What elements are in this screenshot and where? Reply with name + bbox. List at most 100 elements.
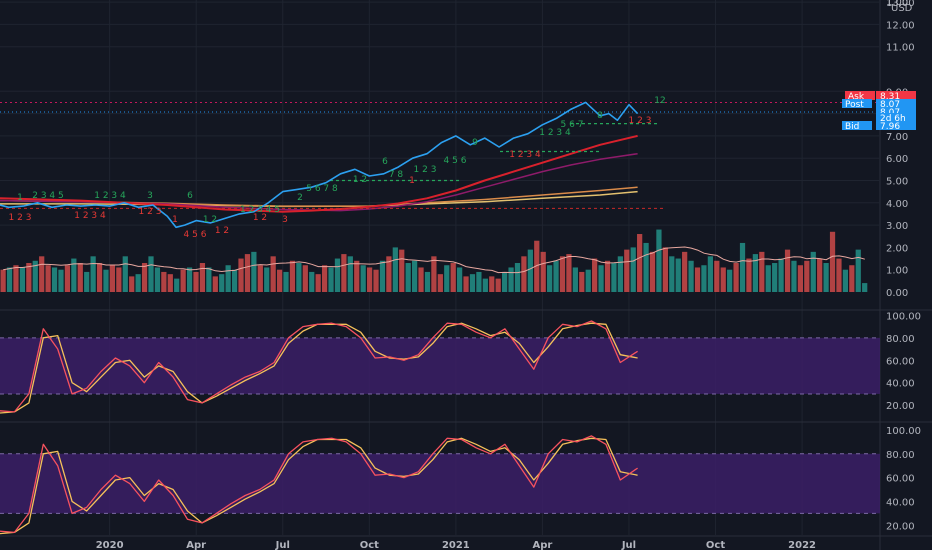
price-tick-label: 1.00 [886,0,908,8]
volume-bar [141,263,148,292]
volume-bar [354,260,360,292]
price-tag-value-bg [876,113,916,122]
volume-bar [534,240,540,292]
volume-bar [283,271,289,292]
volume-bar [411,260,418,292]
volume-bar [19,267,26,292]
volume-bar [784,249,791,292]
green-count-label: 6 [382,157,388,167]
time-tick-label: Apr [533,540,553,550]
volume-bar [186,267,193,292]
volume-bar [0,269,6,292]
volume-bar [688,260,694,292]
volume-bar [585,269,591,292]
volume-bar [302,265,308,292]
green-count-label: 2 3 4 5 [32,191,64,201]
volume-bar [90,256,96,292]
time-tick-label: 2021 [442,540,470,550]
red-count-label: 4 5 6 [184,230,207,240]
overbought-oversold-band [0,337,880,394]
volume-bar [797,265,804,292]
volume-bar [161,271,167,292]
volume-bar [662,247,668,292]
volume-bar [431,256,437,292]
price-tick-label: 12.00 [886,20,915,31]
volume-bar [707,256,713,292]
volume-bar [727,269,733,292]
volume-bar [772,263,778,292]
volume-bar [129,276,135,292]
volume-bar [418,267,424,292]
volume-bar [527,249,533,292]
volume-bar [855,249,861,292]
oscillator-panel-2: 20.00 40.00 60.00 80.00 100.00 [0,426,921,535]
volume-bar [765,265,771,292]
price-tick-label: 13.00 [886,0,915,9]
volume-bar [206,267,212,292]
volume-bar [495,278,501,292]
price-tick-label: 3.00 [886,221,908,232]
red-count-label: 3 [282,215,288,225]
volume-bar [476,271,482,292]
price-tick-label: 4.00 [886,199,908,210]
volume-bar [321,265,328,292]
price-tag-label-bg [842,99,872,108]
green-count-label: 9 [472,138,478,148]
volume-bar [682,251,688,292]
volume-bar [637,234,643,292]
volume-ma-line [3,246,865,274]
volume-bar [617,256,623,292]
red-count-label: 1 [172,215,178,225]
volume-bar [424,271,431,292]
red-count-label: 1 [409,176,415,186]
volume-bar [778,258,784,292]
price-tag-label: Bid [845,122,859,132]
volume-bar [257,265,263,292]
volume-tick-label: 1.00 [886,266,908,277]
price-tag-label: Post [845,100,864,110]
volume-bar [675,258,681,292]
green-count-label: 8 [597,111,603,121]
red-count-label: 1 2 3 [9,213,32,223]
volume-bar [103,269,109,292]
volume-bar [386,256,392,292]
volume-bar [444,265,450,292]
price-tag-label-bg [845,91,875,100]
volume-tick-label: 2.00 [886,243,908,254]
volume-bar [514,263,521,292]
volume-bar [482,278,488,292]
red-count-label: 1 2 3 [139,207,162,217]
volume-bar [405,263,411,292]
volume-bar [630,247,636,292]
volume-bar [836,258,842,292]
time-tick-label: 2022 [788,540,816,550]
volume-bar [26,263,32,292]
price-tag-value-bg [876,107,916,116]
volume-bar [450,263,456,292]
volume-bar [656,229,662,292]
volume-bar [231,269,238,292]
volume-bar [360,265,366,292]
volume-bar [180,269,186,292]
volume-bar [752,254,758,292]
k-line [0,435,638,534]
volume-bar [116,267,122,292]
volume-bar [804,260,810,292]
volume-bar [64,265,71,292]
volume-bar [842,269,849,292]
price-tag-value-bg [876,121,916,130]
volume-bar [720,267,726,292]
green-count-label: 12 [654,96,665,106]
green-count-label: 2 [297,193,303,203]
volume-bar [109,265,116,292]
volume-bar [309,271,315,292]
time-tick-label: Jul [621,540,636,550]
volume-bar [611,263,617,292]
volume-bar [379,260,386,292]
green-count-label: 3 [147,191,153,201]
volume-bar [45,265,51,292]
red-count-label: 1 2 [253,213,267,223]
